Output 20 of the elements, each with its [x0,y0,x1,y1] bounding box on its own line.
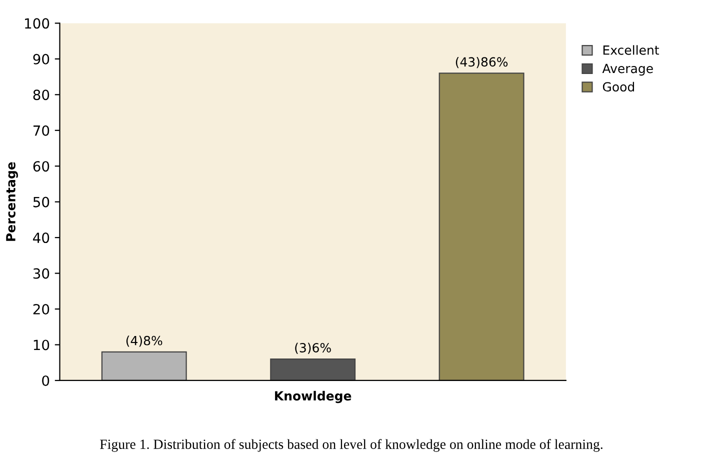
y-tick-label: 80 [33,90,50,100]
y-tick-label: 90 [33,54,50,64]
y-tick-label: 100 [25,18,50,29]
caption: Figure 1. Distribution of subjects based on level of knowledge on online mode of learning. [100,439,602,452]
legend-label: Good [602,82,634,92]
data-label: (3)6% [295,342,331,354]
data-label: (4)8% [126,336,162,347]
y-tick-label: 0 [42,375,50,386]
legend-label: Average [602,64,653,76]
y-tick-label: 50 [33,196,50,208]
legend-label: Excellent [603,45,660,55]
y-tick-label: 60 [33,161,50,172]
y-axis-title: Percentage [6,162,18,241]
data-label: (43)86% [456,56,508,68]
y-tick-label: 40 [33,232,50,244]
y-tick-label: 20 [33,304,50,314]
x-axis-title: Knowldege [275,390,352,404]
y-tick-label: 70 [34,125,50,136]
y-tick-label: 30 [33,268,50,279]
y-tick-label: 10 [34,340,50,350]
